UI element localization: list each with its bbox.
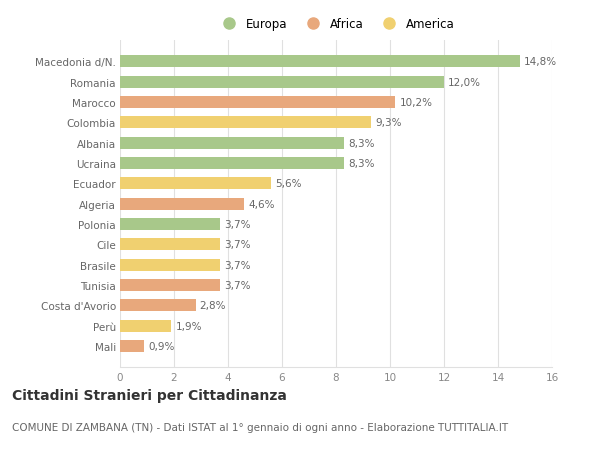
- Text: 8,3%: 8,3%: [348, 159, 374, 168]
- Text: 4,6%: 4,6%: [248, 199, 275, 209]
- Text: 3,7%: 3,7%: [224, 260, 250, 270]
- Text: 0,9%: 0,9%: [148, 341, 175, 351]
- Text: Cittadini Stranieri per Cittadinanza: Cittadini Stranieri per Cittadinanza: [12, 388, 287, 402]
- Text: 14,8%: 14,8%: [524, 57, 557, 67]
- Bar: [120, 340, 145, 353]
- Text: 3,7%: 3,7%: [224, 219, 250, 230]
- Text: 1,9%: 1,9%: [175, 321, 202, 331]
- Bar: [120, 117, 371, 129]
- Text: 2,8%: 2,8%: [200, 301, 226, 311]
- Text: 3,7%: 3,7%: [224, 240, 250, 250]
- Bar: [120, 76, 444, 89]
- Text: 10,2%: 10,2%: [400, 98, 433, 108]
- Bar: [120, 137, 344, 150]
- Bar: [120, 56, 520, 68]
- Bar: [120, 157, 344, 170]
- Bar: [120, 239, 220, 251]
- Bar: [120, 97, 395, 109]
- Text: 9,3%: 9,3%: [375, 118, 401, 128]
- Bar: [120, 280, 220, 291]
- Text: 12,0%: 12,0%: [448, 78, 481, 88]
- Text: 8,3%: 8,3%: [348, 139, 374, 148]
- Bar: [120, 259, 220, 271]
- Bar: [120, 320, 172, 332]
- Bar: [120, 178, 271, 190]
- Bar: [120, 218, 220, 230]
- Bar: [120, 198, 244, 210]
- Text: COMUNE DI ZAMBANA (TN) - Dati ISTAT al 1° gennaio di ogni anno - Elaborazione TU: COMUNE DI ZAMBANA (TN) - Dati ISTAT al 1…: [12, 422, 508, 432]
- Legend: Europa, Africa, America: Europa, Africa, America: [214, 15, 458, 34]
- Text: 5,6%: 5,6%: [275, 179, 302, 189]
- Text: 3,7%: 3,7%: [224, 280, 250, 291]
- Bar: [120, 300, 196, 312]
